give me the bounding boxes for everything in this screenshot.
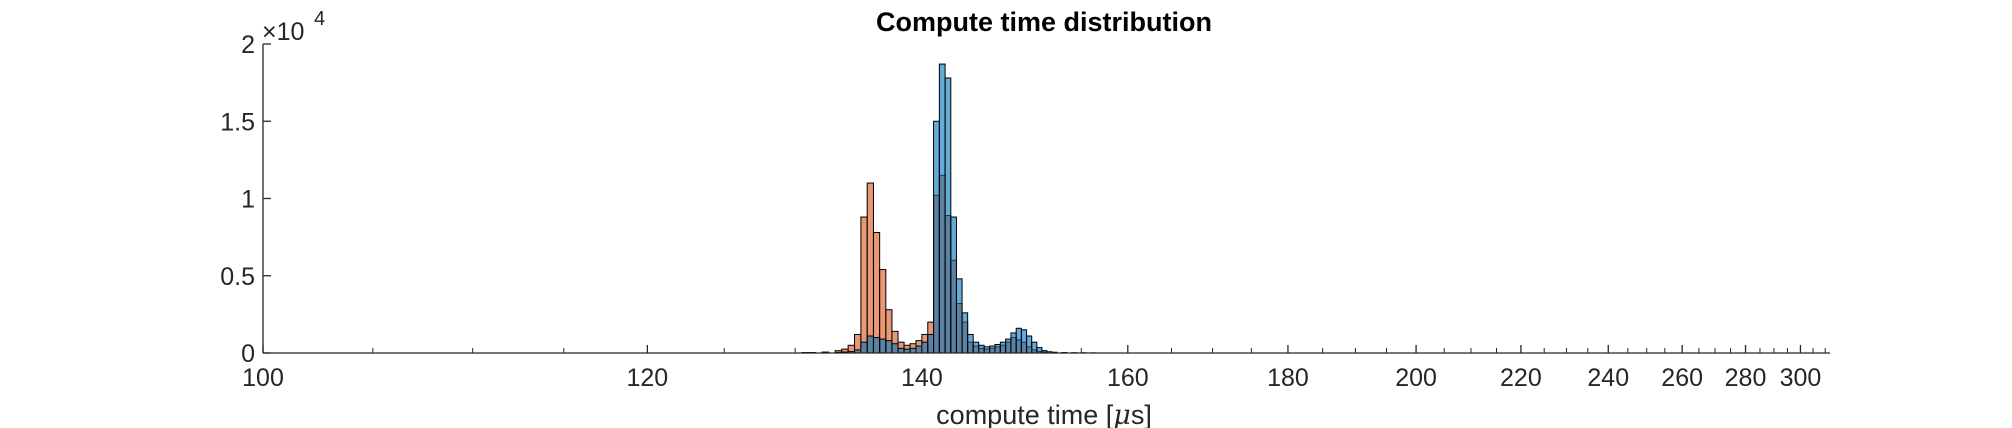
chart-title: Compute time distribution [876,7,1212,37]
histogram-bar [999,341,1007,354]
histogram-bar [866,335,874,354]
histogram-bar [921,341,929,354]
histogram-bar [1031,341,1038,354]
x-axis-ticks: 100 120 140 160 180 200 220 240 260 280 300 [242,345,1826,392]
x-tick-label: 300 [1780,364,1822,392]
series-1-bars [801,63,1097,354]
x-tick-label: 140 [901,364,943,392]
x-tick-label: 120 [626,364,668,392]
histogram-bar [909,347,917,354]
x-tick-label: 160 [1107,364,1149,392]
y-multiplier-exponent: 4 [314,8,325,30]
histogram-bar [1005,338,1012,354]
x-tick-label: 220 [1500,364,1542,392]
histogram-bar [872,231,881,354]
histogram-bar [972,341,980,354]
histogram-bar [1015,327,1022,354]
histogram-bar [933,120,940,354]
histogram-bar [1010,332,1017,354]
x-tick-label: 260 [1661,364,1703,392]
x-tick-label: 100 [242,364,284,392]
histogram-bar [897,347,905,354]
y-axis-ticks: 0 0.5 1 1.5 2 [220,31,271,368]
y-tick-label: 0 [241,340,255,368]
x-axis-label: compute time [μs] [936,400,1152,428]
histogram-bar [891,343,899,354]
x-tick-label: 280 [1725,364,1767,392]
y-tick-label: 2 [241,31,255,59]
histogram-bar [994,344,1001,354]
histogram-bar [879,338,887,354]
histogram-bar [1036,347,1043,354]
histogram-bar [1020,329,1028,354]
histogram-bar [961,312,969,354]
histogram-bar [927,333,935,354]
histogram-bar [1026,335,1033,354]
histogram-bar [872,337,881,354]
histogram-bar [885,340,893,354]
histogram-bar [967,333,974,354]
histogram-bar [860,216,868,354]
x-tick-label: 240 [1587,364,1629,392]
histogram-bar [938,63,946,354]
histogram-bar [915,345,923,354]
histogram-bar [860,341,868,354]
y-multiplier-base: ×10 [262,18,304,46]
histogram-bar [983,346,991,354]
histogram-bar [866,182,874,354]
axes [262,44,1830,354]
histogram-bar [944,77,952,354]
y-tick-label: 0.5 [220,263,255,291]
histogram-bar [950,216,957,354]
histogram-bar [978,344,985,354]
y-tick-label: 1 [241,186,255,214]
histogram-bar [989,345,996,354]
histogram-bar [955,278,963,354]
y-tick-label: 1.5 [220,108,255,136]
y-multiplier: ×10 4 [262,8,325,46]
x-tick-label: 180 [1267,364,1309,392]
x-tick-label: 200 [1395,364,1437,392]
